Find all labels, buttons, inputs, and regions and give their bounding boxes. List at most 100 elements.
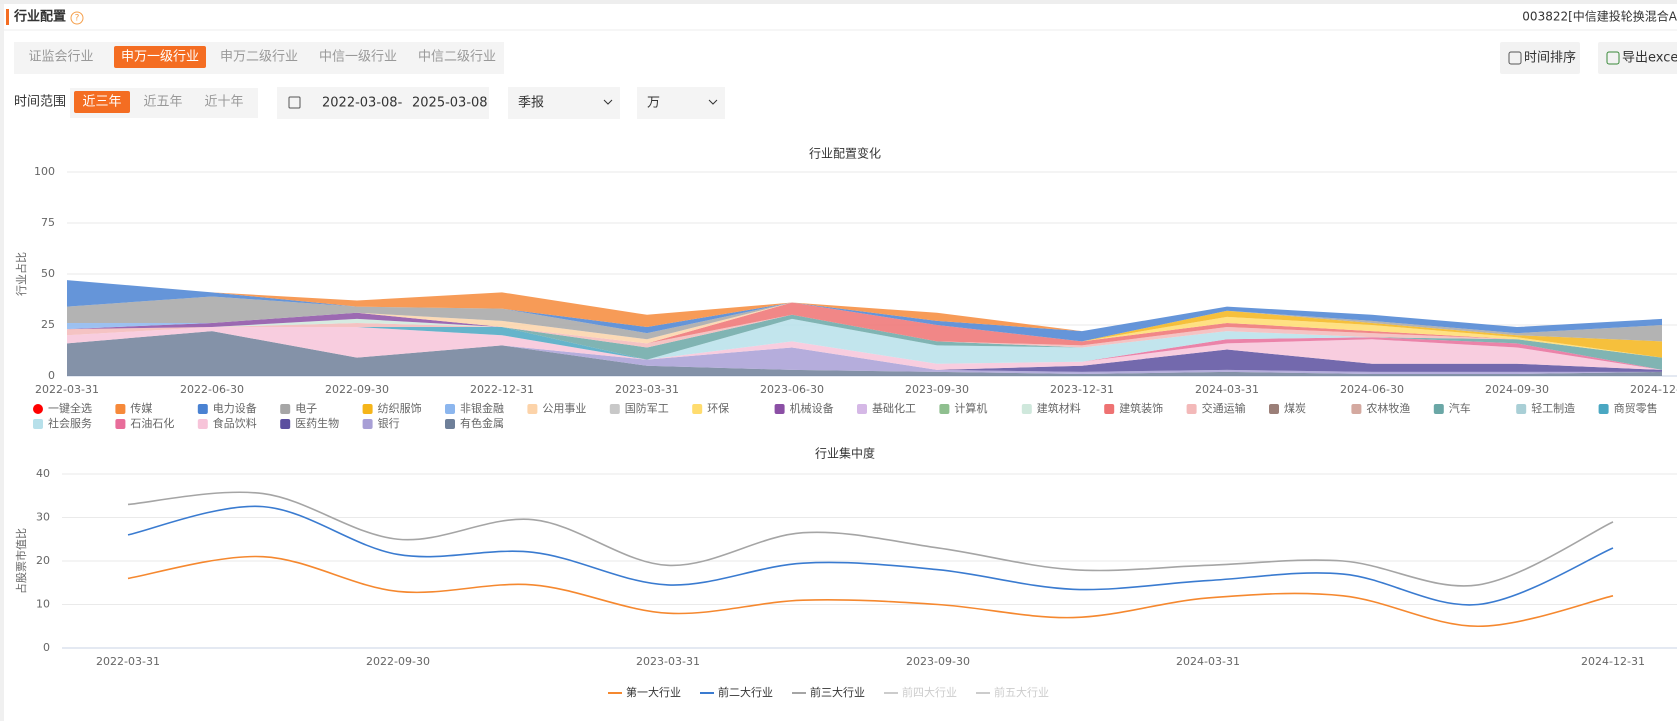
legend-label[interactable]: 前五大行业 — [994, 685, 1049, 699]
legend-swatch[interactable] — [527, 404, 538, 414]
select-value[interactable]: 季报 — [518, 96, 544, 111]
legend-label[interactable]: 公用事业 — [542, 402, 586, 415]
area — [67, 302, 1662, 358]
legend-swatch[interactable] — [280, 404, 291, 414]
select-value[interactable]: 万 — [647, 96, 660, 111]
legend-swatch[interactable] — [115, 419, 126, 429]
x-tick-label: 2022-03-31 — [35, 383, 99, 396]
tab[interactable]: 证监会行业 — [28, 50, 93, 65]
legend-label[interactable]: 石油石化 — [130, 416, 174, 430]
legend-label[interactable]: 社会服务 — [48, 416, 92, 430]
help-icon[interactable] — [70, 11, 84, 25]
legend-label[interactable]: 电力设备 — [213, 401, 257, 415]
help-mark[interactable]: ? — [75, 14, 80, 24]
legend-swatch[interactable] — [1269, 404, 1279, 414]
legend-swatch[interactable] — [445, 404, 455, 414]
legend-label[interactable]: 交通运输 — [1202, 401, 1246, 415]
time-option[interactable]: 近十年 — [204, 95, 243, 110]
legend-label[interactable]: 前四大行业 — [902, 685, 957, 699]
tab[interactable]: 中信一级行业 — [319, 50, 397, 65]
legend-label[interactable]: 建筑装饰 — [1119, 401, 1163, 415]
legend-label[interactable]: 前三大行业 — [810, 685, 865, 699]
select[interactable] — [637, 87, 725, 119]
area — [67, 327, 1662, 370]
legend-swatch[interactable] — [1351, 404, 1362, 414]
legend-swatch[interactable] — [362, 404, 373, 414]
legend-swatch[interactable] — [1433, 404, 1444, 414]
x-tick-label: 2023-12-31 — [1050, 383, 1114, 396]
legend-swatch[interactable] — [1186, 404, 1197, 414]
legend-swatch[interactable] — [609, 404, 620, 414]
legend-swatch[interactable] — [857, 404, 867, 414]
legend-label[interactable]: 医药生物 — [295, 416, 339, 430]
x-tick-label: 2024-03-31 — [1195, 383, 1259, 396]
legend-label[interactable]: 食品饮料 — [213, 416, 257, 430]
time-active[interactable] — [74, 91, 130, 113]
legend-label[interactable]: 建筑材料 — [1037, 401, 1081, 415]
legend-swatch[interactable] — [939, 404, 950, 414]
legend-select-all-icon[interactable] — [33, 404, 43, 414]
tab[interactable]: 申万二级行业 — [220, 50, 298, 65]
legend-swatch[interactable] — [197, 419, 208, 429]
legend-label[interactable]: 环保 — [707, 401, 729, 415]
legend-select-all[interactable]: 一键全选 — [48, 401, 92, 415]
legend-label[interactable]: 商贸零售 — [1614, 401, 1658, 415]
select[interactable] — [508, 87, 620, 119]
legend-label[interactable]: 国防军工 — [625, 401, 669, 415]
legend-swatch[interactable] — [1021, 404, 1032, 414]
legend-swatch[interactable] — [33, 419, 43, 429]
legend-swatch[interactable] — [1598, 404, 1609, 414]
legend-swatch[interactable] — [445, 419, 455, 429]
legend-label[interactable]: 电子 — [295, 402, 317, 415]
tab[interactable]: 申万一级行业 — [121, 50, 199, 65]
line — [127, 555, 1614, 628]
button-label[interactable]: 时间排序 — [1524, 51, 1576, 66]
legend-label[interactable]: 纺织服饰 — [378, 401, 422, 415]
y-tick-label: 50 — [41, 267, 55, 280]
time-option[interactable]: 近三年 — [82, 95, 121, 110]
legend-label[interactable]: 机械设备 — [790, 401, 834, 415]
legend-swatch[interactable] — [774, 404, 785, 414]
legend-label[interactable]: 计算机 — [954, 401, 987, 415]
time-option[interactable]: 近五年 — [143, 95, 182, 110]
legend-label[interactable]: 煤炭 — [1284, 402, 1306, 415]
button[interactable] — [1500, 42, 1580, 74]
tab-active[interactable] — [114, 46, 206, 68]
date-box[interactable] — [277, 87, 489, 119]
area — [67, 318, 1662, 370]
legend-swatch[interactable] — [115, 404, 126, 414]
legend-label[interactable]: 汽车 — [1449, 401, 1471, 415]
area — [67, 331, 1662, 376]
legend-label[interactable]: 基础化工 — [872, 401, 916, 415]
x-tick-label: 2024-12-31 — [1581, 655, 1645, 668]
legend-label[interactable]: 非银金融 — [460, 401, 504, 415]
area — [67, 296, 1662, 342]
x-tick-label: 2022-12-31 — [470, 383, 534, 396]
legend-swatch[interactable] — [1104, 404, 1115, 414]
x-tick-label: 2022-06-30 — [180, 383, 244, 396]
legend-label[interactable]: 农林牧渔 — [1366, 401, 1410, 415]
legend-label[interactable]: 银行 — [378, 416, 400, 430]
legend-label[interactable]: 第一大行业 — [626, 685, 681, 699]
legend-swatch[interactable] — [362, 419, 373, 429]
legend-label[interactable]: 轻工制造 — [1531, 401, 1575, 415]
legend-label[interactable]: 前二大行业 — [718, 685, 773, 699]
area — [67, 331, 1662, 374]
x-tick-label: 2022-03-31 — [96, 655, 160, 668]
legend-swatch[interactable] — [1516, 404, 1527, 414]
button-label[interactable]: 导出excel — [1622, 51, 1677, 66]
button-icon[interactable] — [1508, 51, 1522, 65]
button-icon[interactable] — [1606, 51, 1620, 65]
legend-label[interactable]: 传媒 — [130, 402, 152, 415]
legend-swatch[interactable] — [197, 404, 208, 414]
fund-name: 003822[中信建投轮换混合A — [1522, 9, 1677, 24]
tab[interactable]: 中信二级行业 — [418, 50, 496, 65]
line — [127, 491, 1614, 587]
legend-swatch[interactable] — [280, 419, 291, 429]
select-arrow — [603, 99, 613, 105]
legend-swatch[interactable] — [692, 404, 703, 414]
button[interactable] — [1598, 42, 1677, 74]
x-tick-label: 2024-06-30 — [1340, 383, 1404, 396]
legend-label[interactable]: 有色金属 — [460, 416, 504, 430]
x-tick-label: 2022-09-30 — [325, 383, 389, 396]
